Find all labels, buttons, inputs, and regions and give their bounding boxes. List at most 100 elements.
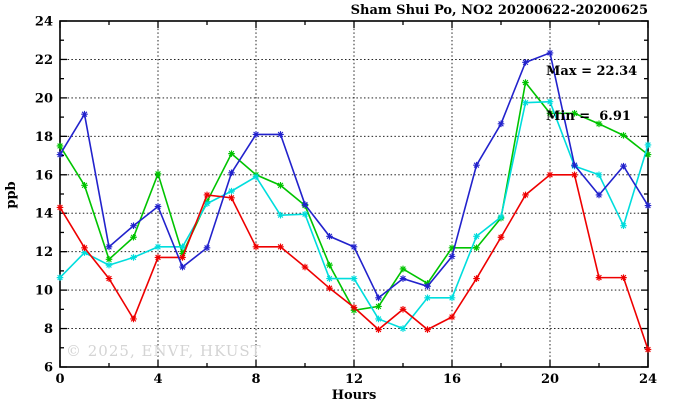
data-point-marker (424, 282, 431, 290)
data-point-marker (326, 284, 333, 292)
series-red-markers (56, 171, 652, 353)
series-blue-markers (56, 49, 652, 302)
data-point-marker (644, 141, 652, 149)
data-point-marker (571, 161, 578, 169)
data-point-marker (130, 222, 137, 230)
y-axis-label: ppb (4, 181, 19, 209)
data-point-marker (473, 275, 480, 282)
y-tick-label: 22 (35, 53, 53, 68)
axis-ticks (59, 20, 649, 368)
data-point-marker (424, 294, 431, 302)
annotation-min: Min = 6.91 (546, 109, 631, 124)
data-point-marker (473, 232, 480, 240)
data-point-marker (56, 151, 64, 158)
data-point-marker (375, 315, 382, 323)
data-point-marker (179, 263, 186, 271)
data-point-marker (105, 243, 113, 251)
data-point-marker (546, 109, 554, 117)
y-tick-label: 14 (35, 207, 53, 222)
data-point-marker (326, 261, 333, 269)
data-point-marker (326, 275, 333, 282)
data-point-marker (644, 346, 652, 353)
data-point-marker (350, 275, 358, 282)
series-cyan (56, 98, 652, 332)
series-cyan-markers (56, 98, 652, 332)
data-point-marker (448, 244, 456, 252)
data-point-marker (154, 203, 162, 210)
data-point-marker (228, 187, 235, 195)
data-point-marker (522, 79, 529, 86)
data-point-marker (620, 274, 627, 281)
data-point-marker (571, 109, 578, 117)
data-point-marker (399, 306, 407, 313)
data-point-marker (571, 171, 578, 179)
data-point-marker (252, 173, 260, 180)
data-point-marker (56, 274, 64, 281)
data-point-marker (228, 194, 235, 202)
x-axis-label: Hours (331, 388, 377, 403)
x-tick-label: 0 (55, 372, 64, 387)
data-point-marker (252, 131, 260, 138)
x-tick-label: 8 (251, 372, 260, 387)
y-tick-label: 12 (35, 245, 53, 260)
grid (60, 21, 648, 367)
data-point-marker (399, 265, 407, 273)
tick-labels: 6 8 10 12 14 16 18 20 22 24 0 4 8 12 16 20 24 (35, 15, 657, 388)
data-point-marker (81, 182, 88, 189)
data-point-marker (179, 254, 186, 261)
chart-title: Sham Shui Po, NO2 20200622-20200625 (350, 3, 648, 18)
y-tick-label: 18 (35, 130, 53, 145)
data-point-marker (448, 313, 456, 321)
data-point-marker (375, 294, 382, 302)
annotation-max-min: Max = 22.34 Min = 6.91 (546, 34, 637, 154)
x-tick-label: 12 (345, 372, 363, 387)
data-point-marker (56, 142, 64, 150)
y-tick-label: 8 (44, 322, 53, 337)
data-point-marker (130, 233, 137, 241)
data-point-marker (473, 244, 480, 252)
data-point-marker (399, 325, 407, 332)
data-point-marker (497, 213, 505, 221)
data-point-marker (203, 200, 211, 207)
data-point-marker (522, 99, 529, 106)
data-point-marker (301, 210, 309, 218)
data-point-marker (130, 315, 137, 323)
data-point-marker (179, 243, 186, 251)
data-point-marker (546, 98, 554, 106)
data-point-marker (644, 202, 652, 209)
data-point-marker (252, 243, 260, 251)
data-point-marker (375, 303, 382, 310)
data-point-marker (228, 150, 235, 157)
data-point-marker (130, 254, 137, 261)
data-point-marker (203, 244, 211, 252)
data-point-marker (448, 253, 456, 260)
data-point-marker (620, 162, 627, 170)
data-point-marker (620, 132, 627, 139)
data-point-marker (105, 261, 113, 269)
x-tick-label: 16 (443, 372, 461, 387)
data-point-marker (595, 171, 603, 179)
data-point-marker (375, 326, 382, 333)
data-point-marker (301, 201, 309, 208)
data-point-marker (522, 191, 529, 199)
y-tick-label: 16 (35, 168, 53, 183)
data-point-marker (448, 294, 456, 302)
data-point-marker (301, 263, 309, 271)
data-point-marker (81, 244, 88, 252)
data-point-marker (228, 169, 235, 177)
y-tick-label: 24 (35, 15, 53, 30)
data-point-marker (203, 191, 211, 199)
data-point-marker (56, 204, 64, 211)
data-point-marker (546, 171, 554, 179)
series-blue (56, 49, 652, 302)
data-point-marker (105, 256, 113, 263)
data-point-marker (81, 110, 88, 118)
data-point-marker (399, 275, 407, 282)
data-point-marker (81, 249, 88, 256)
data-point-marker (350, 243, 358, 251)
series-red (56, 171, 652, 353)
data-point-marker (424, 326, 431, 333)
data-point-marker (522, 59, 529, 66)
